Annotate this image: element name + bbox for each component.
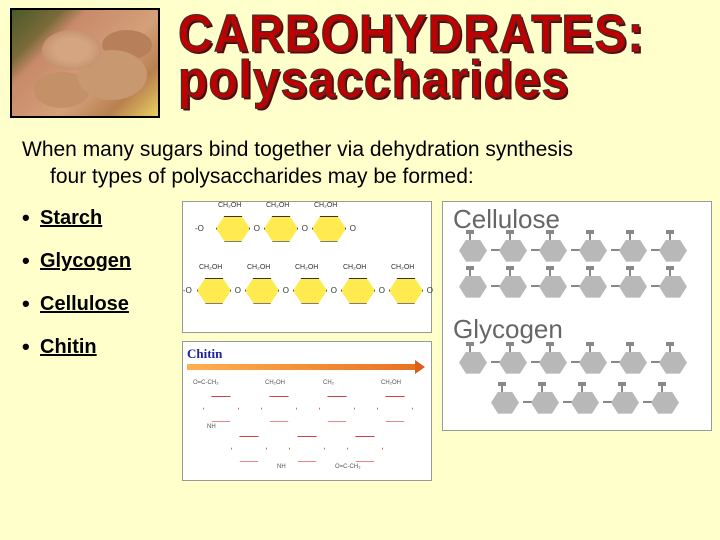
glucose-hexagon-icon: O <box>285 272 333 310</box>
glucose-hexagon-icon: O <box>304 210 352 248</box>
glucose-hexagon-icon: O <box>333 272 381 310</box>
chitin-atom-label: O=C-CH₃ <box>193 380 219 386</box>
glucose-hexagon-icon: O <box>237 272 285 310</box>
grey-hexagon-icon <box>647 390 687 418</box>
grey-hexagon-icon <box>527 390 567 418</box>
o-link-label: -O <box>195 224 204 233</box>
grey-hexagon-icon <box>535 274 575 302</box>
bullet-label: Chitin <box>40 336 97 359</box>
diagram-area: OOOOOOOO-O-O Chitin O=C-CH₃NHCH₂OHCH₂NHO… <box>182 201 712 379</box>
intro-line-2: four types of polysaccharides may be for… <box>22 163 690 190</box>
chitin-ring-icon <box>373 392 415 424</box>
intro-text: When many sugars bind together via dehyd… <box>0 118 720 197</box>
chitin-ring-icon <box>199 392 241 424</box>
hexagon-row: OOO <box>208 210 352 248</box>
grey-hexagon-icon <box>535 350 575 378</box>
glucose-hexagon-icon: O <box>189 272 237 310</box>
glucose-hexagon-icon: O <box>256 210 304 248</box>
grey-hexagon-icon <box>495 238 535 266</box>
glucose-hexagon-icon: O <box>208 210 256 248</box>
chitin-ring-icon <box>257 392 299 424</box>
bullet-dot-icon: • <box>22 336 40 358</box>
chitin-arrow-icon <box>187 364 419 370</box>
chitin-ring-icon <box>285 432 327 464</box>
chitin-atom-label: CH₂OH <box>381 380 401 386</box>
chitin-ring-icon <box>315 392 357 424</box>
hexagon-row: OOOOO <box>189 272 429 310</box>
chitin-ring-icon <box>343 432 385 464</box>
bullet-label: Starch <box>40 207 102 230</box>
chitin-structure: O=C-CH₃ NH CH₂OH CH₂ NH O=C-CH₃ CH₂OH <box>187 374 427 474</box>
cellulose-glycogen-diagram: Cellulose Glycogen <box>442 201 712 431</box>
grey-hexagon-row <box>487 390 687 418</box>
glycogen-label: Glycogen <box>453 314 563 345</box>
bullet-item: • Cellulose <box>22 293 182 316</box>
potato-photo <box>10 8 160 118</box>
bullet-label: Glycogen <box>40 250 131 273</box>
grey-hexagon-icon <box>575 238 615 266</box>
grey-hexagon-icon <box>495 350 535 378</box>
bullet-list: • Starch • Glycogen • Cellulose • Chitin <box>22 201 182 379</box>
grey-hexagon-icon <box>495 274 535 302</box>
grey-hexagon-row <box>455 350 695 378</box>
chitin-atom-label: NH <box>207 424 216 430</box>
grey-hexagon-icon <box>655 238 695 266</box>
grey-hexagon-icon <box>455 350 495 378</box>
chitin-atom-label: CH₂OH <box>265 380 285 386</box>
grey-hexagon-icon <box>615 238 655 266</box>
grey-hexagon-icon <box>455 238 495 266</box>
grey-hexagon-icon <box>487 390 527 418</box>
grey-hexagon-icon <box>575 350 615 378</box>
grey-hexagon-icon <box>655 350 695 378</box>
bullet-dot-icon: • <box>22 293 40 315</box>
grey-hexagon-icon <box>455 274 495 302</box>
grey-hexagon-row <box>455 274 695 302</box>
bullet-item: • Glycogen <box>22 250 182 273</box>
grey-hexagon-icon <box>567 390 607 418</box>
chitin-title: Chitin <box>187 346 427 362</box>
o-link-label: -O <box>183 286 192 295</box>
glucose-hexagon-icon: O <box>381 272 429 310</box>
title-line-2: polysaccharides <box>178 55 644 105</box>
grey-hexagon-icon <box>655 274 695 302</box>
grey-hexagon-row <box>455 238 695 266</box>
chitin-atom-label: NH <box>277 464 286 470</box>
chitin-ring-icon <box>227 432 269 464</box>
grey-hexagon-icon <box>615 274 655 302</box>
bullet-item: • Starch <box>22 207 182 230</box>
chitin-diagram: Chitin O=C-CH₃ NH CH₂OH CH₂ NH O=C-CH₃ CH₂OH <box>182 341 432 481</box>
bullet-dot-icon: • <box>22 207 40 229</box>
chitin-atom-label: O=C-CH₃ <box>335 464 361 470</box>
bullet-item: • Chitin <box>22 336 182 359</box>
grey-hexagon-icon <box>575 274 615 302</box>
intro-line-1: When many sugars bind together via dehyd… <box>22 136 690 163</box>
grey-hexagon-icon <box>535 238 575 266</box>
starch-glycogen-diagram: OOOOOOOO-O-O <box>182 201 432 333</box>
bullet-dot-icon: • <box>22 250 40 272</box>
grey-hexagon-icon <box>607 390 647 418</box>
chitin-atom-label: CH₂ <box>323 380 334 386</box>
bullet-label: Cellulose <box>40 293 129 316</box>
grey-hexagon-icon <box>615 350 655 378</box>
title-block: CARBOHYDRATES: polysaccharides <box>178 8 644 103</box>
